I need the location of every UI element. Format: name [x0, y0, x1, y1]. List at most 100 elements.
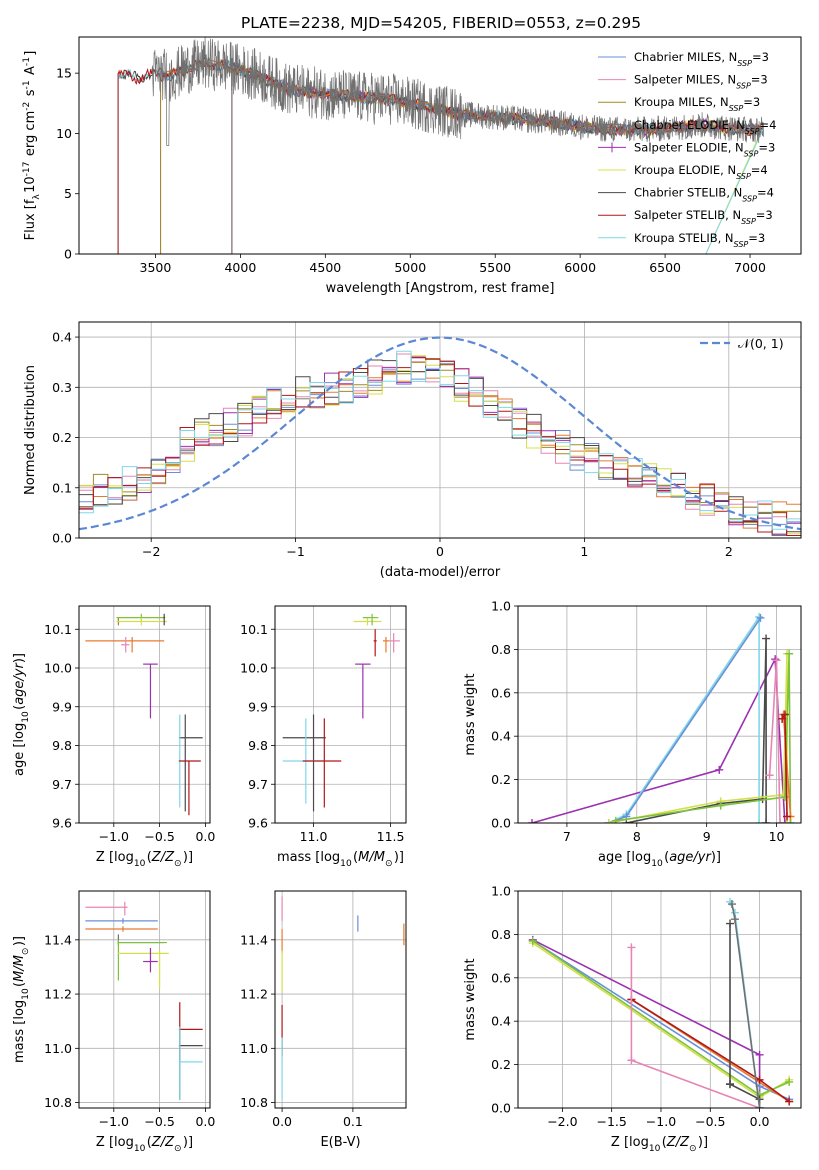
errorbar-point — [355, 663, 371, 719]
legend-label: Chabrier MILES, NSSP=3 — [634, 50, 769, 68]
axes-frame — [274, 605, 407, 824]
weight-marker — [776, 819, 785, 823]
y-tick-label: 0.3 — [52, 380, 72, 395]
weight-marker — [780, 710, 789, 719]
weight-marker — [727, 900, 736, 909]
x-axis-label: E(B-V) — [320, 1135, 360, 1150]
y-tick-label: 11.0 — [44, 1041, 72, 1056]
y-tick-label: 9.7 — [52, 777, 72, 792]
plot-area — [527, 612, 795, 823]
axes-frame — [78, 36, 802, 255]
x-tick-label: 0.0 — [750, 1114, 770, 1129]
weight-vs-z-panel: −2.0 −1.5 −1.0 −0.5 0.0 0.0 0.2 0.4 0.6 0.8 1.0 Z [… — [463, 884, 802, 1154]
errorbar-point — [85, 637, 165, 653]
weight-marker — [765, 771, 774, 780]
mass-vs-z-panel: −1.0 −0.5 0.0 10.8 11.0 11.2 11.4 Z [log10 (Z/Z… — [12, 890, 215, 1154]
x-tick-label: 6500 — [649, 260, 681, 275]
weight-line — [608, 653, 788, 823]
errorbar-point — [302, 718, 342, 808]
x-tick-label: 0.1 — [343, 1114, 363, 1129]
weight-marker — [772, 656, 781, 665]
histogram-step — [79, 359, 801, 536]
y-tick-label: 11.0 — [240, 1041, 268, 1056]
model-line — [159, 58, 764, 254]
y-tick-label: 0.0 — [491, 1101, 511, 1116]
x-axis-label: mass [log10 (M/M⊙ )] — [277, 850, 404, 869]
weight-marker — [527, 819, 536, 823]
plot-area — [282, 613, 400, 812]
model-line — [159, 59, 764, 254]
legend-label: Chabrier STELIB, NSSP=4 — [634, 186, 774, 204]
x-tick-label: 11.5 — [377, 829, 405, 844]
errorbar-point — [85, 901, 128, 916]
y-axis-label: Flux [fλ 10-17 erg cm-2 s-1 A-1 ] — [22, 51, 42, 241]
errorbar-point — [85, 926, 158, 932]
x-tick-label: 5500 — [479, 260, 511, 275]
errorbar-point — [85, 918, 158, 924]
axes-frame — [78, 605, 211, 824]
y-axis-label: mass [log10 (M/M⊙ )] — [12, 936, 31, 1063]
residuals-panel: −2 −1 0 1 2 0.0 0.1 0.2 0.3 0.4 (data-model)/error… — [23, 321, 802, 580]
weight-marker — [762, 819, 771, 823]
weight-marker — [778, 714, 787, 723]
legend-label: Kroupa STELIB, NSSP=3 — [634, 231, 765, 249]
grid — [79, 606, 210, 824]
axes-frame — [78, 890, 211, 1109]
y-tick-label: 11.2 — [44, 987, 72, 1002]
plot-area — [528, 897, 794, 1108]
x-tick-label: 8 — [633, 829, 641, 844]
age-vs-z-panel: −1.0 −0.5 0.0 9.6 9.7 9.8 9.9 10.0 10.1 Z [log10 … — [12, 605, 215, 869]
y-tick-label: 10.8 — [44, 1095, 72, 1110]
y-axis-label: mass weight — [463, 673, 478, 755]
x-tick-label: 1 — [580, 544, 588, 559]
errorbar-point — [117, 939, 167, 981]
x-axis-label: Z [log10 (Z/Z⊙ )] — [611, 1135, 708, 1154]
errorbar-point — [362, 613, 379, 626]
y-tick-label: 0.4 — [491, 729, 511, 744]
plot-area — [117, 37, 764, 254]
x-tick-label: 0 — [436, 544, 444, 559]
errorbar-point — [121, 637, 130, 653]
spectrum-panel: 3500 4000 4500 5000 5500 6000 6500 7000 0 5 10 15 wa… — [22, 36, 802, 296]
x-tick-label: 0.0 — [272, 1114, 292, 1129]
x-axis-label: wavelength [Angstrom, rest frame] — [326, 281, 555, 296]
weight-line — [531, 656, 786, 823]
legend-label: 𝒩(0, 1) — [738, 336, 784, 351]
figure-title: PLATE=2238, MJD=54205, FIBERID=0553, z=0… — [241, 14, 641, 32]
weight-marker — [755, 1075, 764, 1084]
x-axis-label: Z [log10 (Z/Z⊙ )] — [96, 850, 193, 869]
x-tick-label: −0.5 — [695, 1114, 725, 1129]
weight-marker — [755, 819, 764, 823]
y-tick-label: 9.8 — [248, 738, 268, 753]
errorbar-point — [389, 633, 400, 653]
errorbar-point — [143, 947, 158, 973]
grid — [79, 891, 210, 1108]
errorbar-point — [178, 1002, 203, 1062]
x-tick-label: 2 — [725, 544, 733, 559]
y-tick-label: 10.1 — [240, 622, 268, 637]
y-tick-label: 1.0 — [491, 599, 511, 614]
weight-marker — [627, 1056, 636, 1065]
y-tick-label: 9.9 — [52, 699, 72, 714]
x-axis-label: (data-model)/error — [380, 565, 501, 580]
errorbar-point — [178, 1026, 203, 1100]
y-tick-label: 0.6 — [491, 685, 511, 700]
grid — [518, 890, 801, 1109]
model-line — [117, 58, 764, 254]
errorbar-point — [116, 617, 167, 626]
plot-area — [85, 613, 203, 816]
legend-label: Salpeter ELODIE, NSSP=3 — [634, 140, 775, 158]
legend-label: Kroupa ELODIE, NSSP=4 — [634, 163, 768, 181]
errorbar-point — [353, 617, 382, 626]
y-tick-label: 9.6 — [52, 816, 72, 831]
y-tick-label: 0.4 — [52, 330, 72, 345]
x-tick-label: 3500 — [140, 260, 172, 275]
x-tick-label: 9 — [703, 829, 711, 844]
y-tick-label: 0.2 — [52, 430, 72, 445]
y-tick-label: 9.6 — [248, 816, 268, 831]
y-tick-label: 0.8 — [491, 927, 511, 942]
y-tick-label: 0.8 — [491, 642, 511, 657]
y-tick-label: 10.1 — [44, 622, 72, 637]
model-line — [160, 57, 764, 254]
